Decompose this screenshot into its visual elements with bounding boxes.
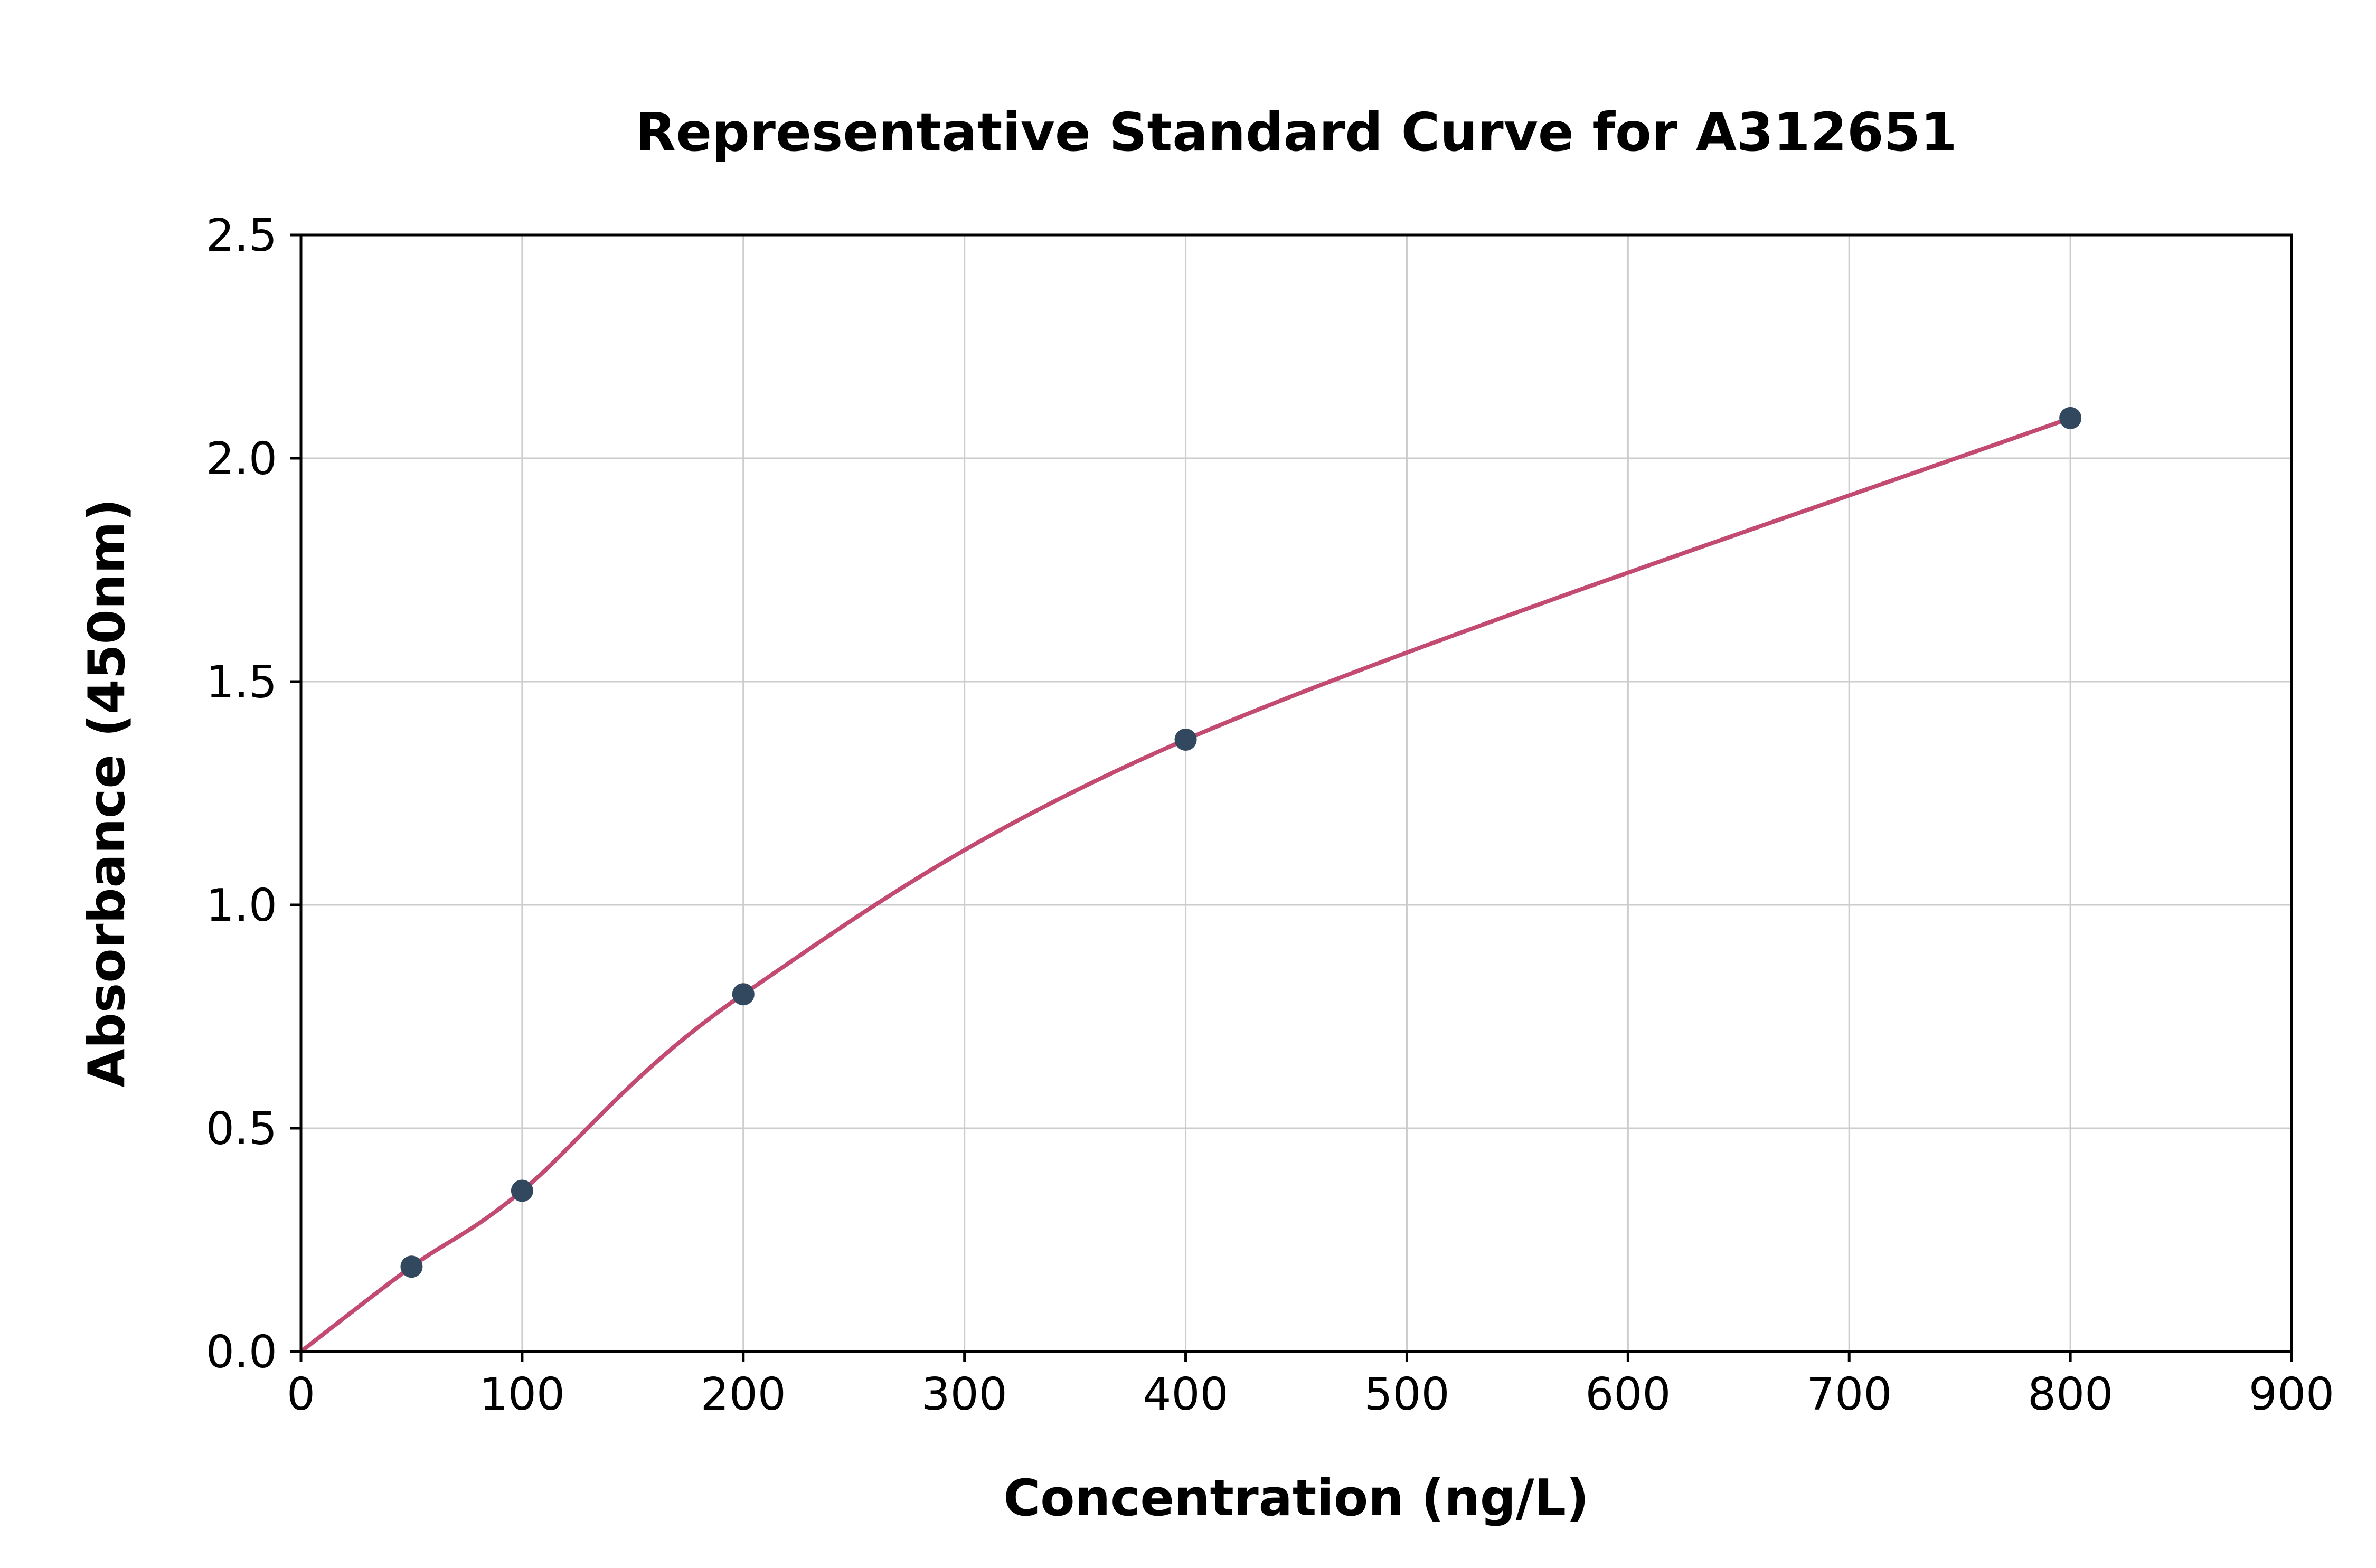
y-tick-label: 1.0	[206, 880, 277, 932]
x-tick-label: 700	[1806, 1368, 1892, 1421]
x-tick-label: 900	[2249, 1368, 2334, 1421]
x-tick-label: 300	[922, 1368, 1007, 1421]
x-tick-label: 500	[1364, 1368, 1449, 1421]
x-tick-label: 400	[1143, 1368, 1228, 1421]
x-tick-label: 0	[287, 1368, 315, 1421]
axis-ticks	[290, 233, 2293, 1362]
x-tick-label: 100	[479, 1368, 565, 1421]
chart-title: Representative Standard Curve for A31265…	[635, 101, 1957, 163]
plot-border	[299, 233, 2293, 1353]
fitted-curve	[299, 416, 2071, 1354]
y-axis-label: Absorbance (450nm)	[78, 498, 136, 1088]
y-tick-label: 1.5	[206, 656, 277, 709]
x-tick-label: 800	[2028, 1368, 2113, 1421]
tick-labels: 0 100 200 300 400 500 600 700 800 900 0.0 0.5 1.0 1.5…	[206, 210, 2334, 1421]
data-points	[400, 407, 2082, 1278]
x-tick-label: 600	[1585, 1368, 1671, 1421]
y-tick-label: 0.5	[206, 1103, 277, 1155]
y-tick-label: 2.5	[206, 210, 277, 262]
y-tick-label: 0.0	[206, 1326, 277, 1378]
x-axis-label: Concentration (ng/L)	[1003, 1469, 1589, 1527]
grid-lines	[300, 234, 2293, 1353]
x-tick-label: 200	[701, 1368, 786, 1421]
y-tick-label: 2.0	[206, 433, 277, 485]
